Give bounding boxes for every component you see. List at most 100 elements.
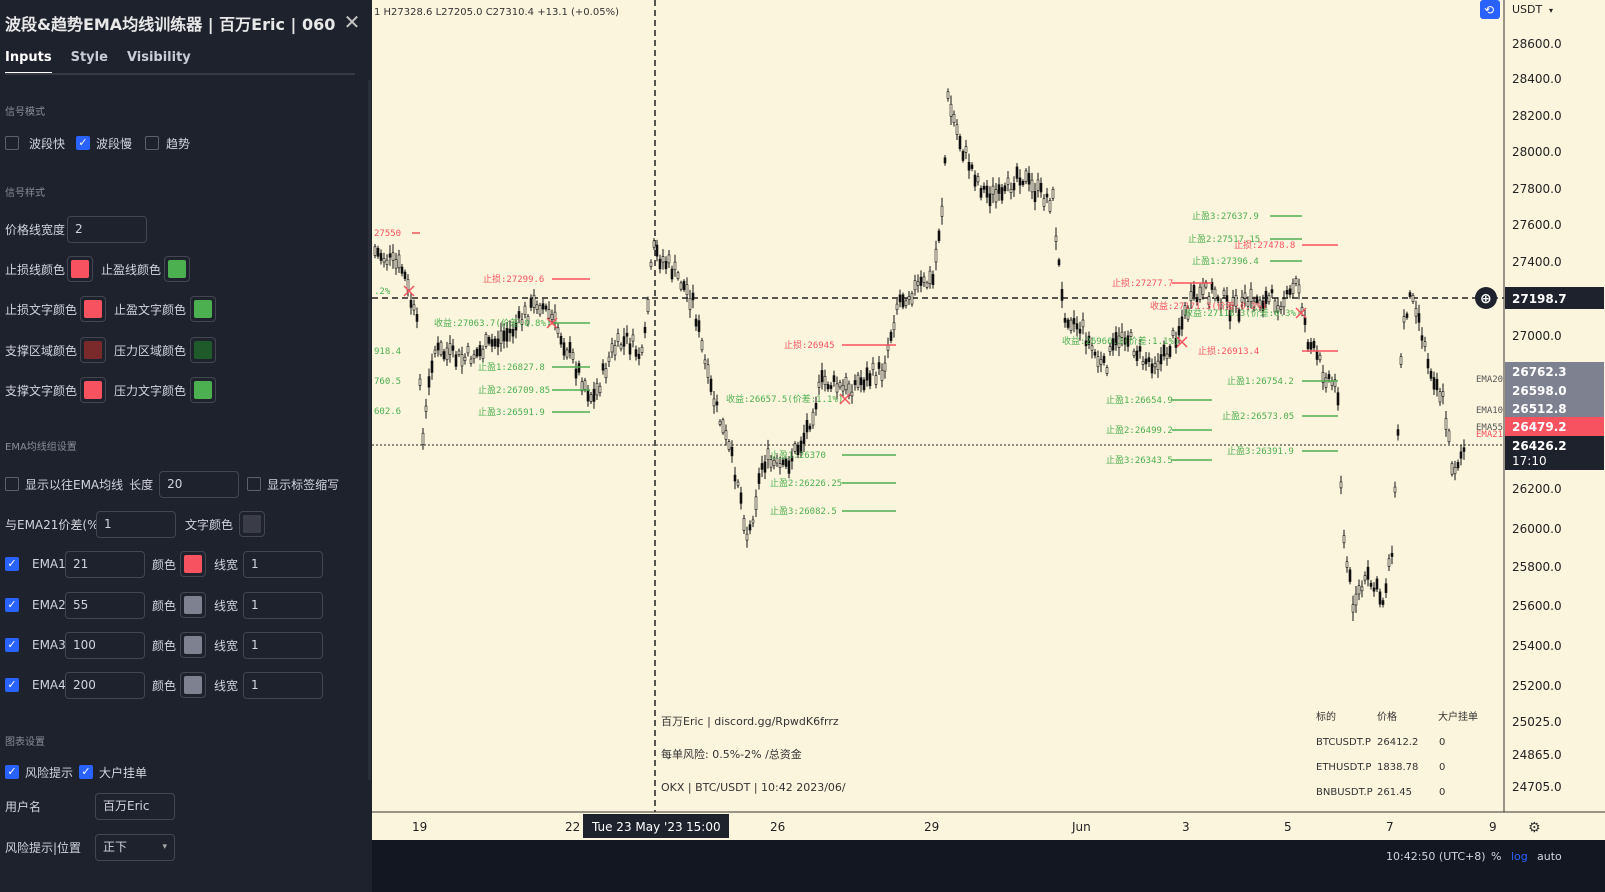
ema-text-color-swatch[interactable]: [239, 511, 266, 537]
add-alert-icon[interactable]: [1475, 287, 1497, 309]
price-chart[interactable]: 27550 .2% 918.4 760.5 602.6 止损:27299.6 收…: [372, 0, 1605, 892]
auto-scale-toggle[interactable]: auto: [1537, 850, 1562, 863]
settings-gear-icon[interactable]: ⚙: [1528, 820, 1541, 836]
support-text-color-swatch[interactable]: [80, 377, 106, 403]
ema1-checkbox[interactable]: ✓: [5, 557, 19, 571]
candle-body: [718, 420, 722, 425]
support-zone-color-swatch[interactable]: [80, 337, 106, 363]
ema-label: EMA55: [1476, 423, 1503, 433]
ema3-color-swatch[interactable]: [180, 632, 207, 658]
ema4-checkbox[interactable]: ✓: [5, 678, 19, 692]
percent-scale-toggle[interactable]: %: [1491, 850, 1501, 863]
ema3-length-input[interactable]: 100: [65, 631, 145, 659]
zone-colors-row: 支撑区域颜色 压力区域颜色: [5, 337, 216, 363]
candle-body: [1099, 359, 1103, 365]
candle-body: [658, 258, 662, 270]
ema4-color-swatch[interactable]: [180, 672, 207, 698]
candle-body: [1441, 391, 1445, 397]
take-text-color-swatch[interactable]: [190, 296, 216, 322]
candle-body: [1336, 392, 1340, 406]
candle-body: [841, 385, 845, 392]
candle-body: [1159, 354, 1163, 365]
username-input[interactable]: 百万Eric: [95, 792, 175, 820]
candle-body: [1039, 182, 1043, 193]
sync-icon[interactable]: [1480, 0, 1500, 19]
mode-trend-checkbox[interactable]: [145, 136, 160, 150]
candle-body: [541, 303, 545, 310]
ema21-diff-label: 与EMA21价差(%): [5, 517, 104, 532]
mode-slow-label: 波段慢: [96, 136, 133, 151]
stop-text-color-label: 止损文字颜色: [5, 302, 78, 317]
candle-body: [760, 463, 764, 470]
candle-body: [1249, 288, 1253, 302]
candle-body: [1018, 177, 1022, 186]
show-past-ema-checkbox[interactable]: [5, 477, 19, 491]
candle-body: [607, 356, 611, 362]
ema1-color-swatch[interactable]: [180, 551, 207, 577]
time-axis[interactable]: [372, 812, 1605, 840]
tab-visibility[interactable]: Visibility: [126, 50, 191, 65]
ema3-checkbox[interactable]: ✓: [5, 638, 19, 652]
source-text: OKX | BTC/USDT | 10:42 2023/06/: [661, 781, 846, 794]
candle-body: [1312, 341, 1316, 349]
mode-fast-checkbox[interactable]: [5, 136, 19, 150]
ema2-width-label: 线宽: [214, 598, 239, 613]
tab-inputs[interactable]: Inputs: [5, 50, 52, 74]
candle-body: [817, 381, 821, 388]
panel-scrollbar[interactable]: [368, 80, 371, 780]
ema2-length-input[interactable]: 55: [65, 591, 145, 619]
show-abbrev-checkbox[interactable]: [247, 477, 262, 491]
section-chart-settings: 图表设置: [5, 737, 45, 748]
candle-body: [1306, 341, 1310, 350]
candle-body: [1366, 566, 1370, 580]
ema1-length-input[interactable]: 21: [65, 550, 145, 578]
time-tick: 29: [924, 820, 939, 834]
ema4-length-input[interactable]: 200: [65, 671, 145, 699]
ema1-width-input[interactable]: 1: [243, 550, 324, 578]
tab-style[interactable]: Style: [70, 50, 108, 65]
pressure-zone-color-swatch[interactable]: [190, 337, 216, 363]
close-icon[interactable]: ✕: [343, 10, 361, 34]
stop-text-color-swatch[interactable]: [80, 296, 106, 322]
candle-body: [805, 419, 809, 433]
candle-body: [415, 313, 419, 322]
candle-body: [712, 398, 716, 407]
price-tick: 24705.0: [1512, 780, 1562, 794]
candle-body: [1189, 291, 1193, 302]
whale-checkbox[interactable]: ✓: [79, 765, 94, 779]
ema2-color-swatch[interactable]: [180, 592, 207, 618]
ema1-label: EMA1: [32, 557, 66, 571]
log-scale-toggle[interactable]: log: [1511, 850, 1528, 863]
candle-body: [1246, 301, 1250, 307]
ema2-width-input[interactable]: 1: [243, 591, 324, 619]
candle-body: [1024, 170, 1028, 182]
candle-body: [868, 373, 872, 387]
price-line-width-input[interactable]: 2: [67, 215, 147, 243]
candle-body: [478, 345, 482, 357]
candle-body: [1030, 179, 1034, 193]
pressure-text-color-swatch[interactable]: [190, 377, 216, 403]
currency-selector[interactable]: USDT: [1512, 3, 1543, 16]
ema21-diff-input[interactable]: 1: [96, 510, 176, 538]
ema2-checkbox[interactable]: ✓: [5, 598, 19, 612]
candle-body: [901, 294, 905, 308]
price-tick: 26200.0: [1512, 482, 1562, 496]
ema4-width-input[interactable]: 1: [243, 671, 324, 699]
risk-position-select[interactable]: 正下 ▾: [95, 833, 175, 861]
candle-body: [721, 419, 725, 434]
stop-line-color-swatch[interactable]: [67, 256, 93, 282]
candle-body: [1393, 486, 1397, 493]
ema3-width-input[interactable]: 1: [243, 631, 324, 659]
risk-tip-checkbox[interactable]: ✓: [5, 765, 19, 779]
candle-body: [505, 328, 509, 342]
candle-body: [1438, 391, 1442, 403]
ema-length-input[interactable]: 20: [159, 470, 240, 498]
chart-canvas[interactable]: 27550 .2% 918.4 760.5 602.6 止损:27299.6 收…: [372, 0, 1605, 892]
candle-body: [595, 382, 599, 396]
price-tick: 25600.0: [1512, 599, 1562, 613]
ohlc-legend: 1 H27328.6 L27205.0 C27310.4 +13.1 (+0.0…: [374, 7, 619, 18]
mode-slow-checkbox[interactable]: ✓: [76, 136, 91, 150]
take-line-color-swatch[interactable]: [164, 256, 190, 282]
signal-level-lines: [412, 215, 1338, 512]
candle-body: [1069, 319, 1073, 331]
